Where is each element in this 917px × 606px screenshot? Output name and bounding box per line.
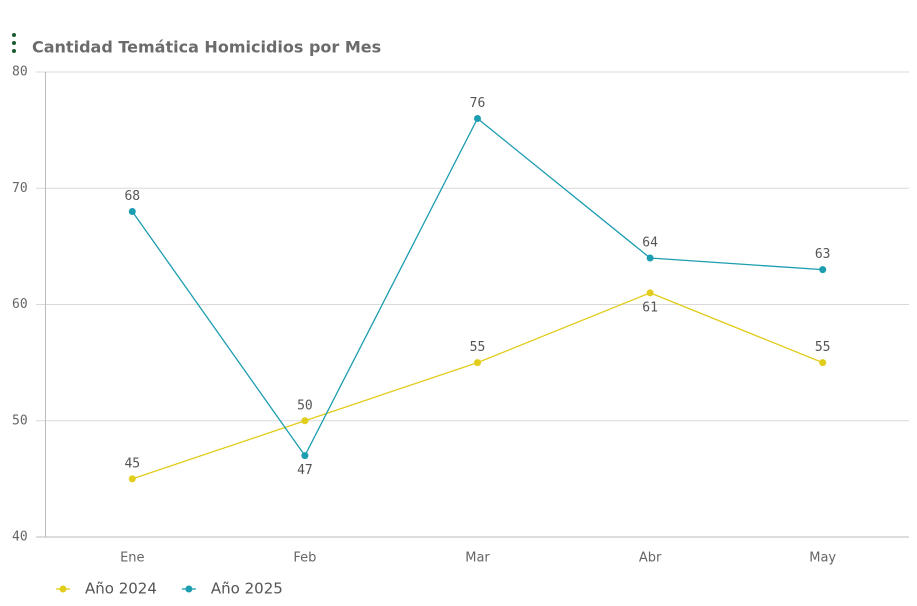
x-tick-label: Abr [639, 551, 662, 566]
y-tick-label: 70 [12, 181, 28, 196]
data-point [474, 115, 481, 122]
data-point [646, 254, 654, 262]
series-line [132, 292, 823, 480]
menu-icon[interactable] [12, 33, 16, 53]
y-tick-label: 60 [12, 297, 28, 312]
data-point [646, 289, 654, 297]
legend-marker[interactable] [59, 585, 67, 593]
data-point [128, 475, 136, 483]
x-tick-label: May [809, 551, 836, 566]
series-line [131, 117, 823, 457]
data-label: 55 [470, 340, 486, 355]
data-label: 61 [642, 300, 658, 315]
x-tick-label: Mar [465, 551, 490, 566]
x-tick-label: Feb [293, 551, 316, 566]
data-point [819, 266, 827, 274]
data-label: 55 [815, 340, 831, 355]
legend-marker[interactable] [185, 585, 193, 593]
y-tick-label: 40 [12, 530, 28, 545]
data-label: 64 [642, 236, 658, 251]
data-point [301, 452, 309, 460]
data-label: 76 [470, 96, 486, 111]
data-point [128, 208, 136, 215]
data-label: 68 [124, 189, 140, 204]
y-tick-label: 80 [12, 65, 28, 80]
legend-label[interactable]: Año 2024 [85, 580, 157, 598]
y-tick-label: 50 [12, 413, 28, 428]
data-label: 45 [124, 456, 140, 471]
data-point [301, 417, 309, 425]
data-label: 50 [297, 398, 313, 413]
data-point [474, 359, 481, 367]
data-label: 63 [815, 247, 831, 262]
x-tick-label: Ene [120, 551, 144, 566]
data-point [819, 359, 827, 367]
data-label: 47 [297, 463, 313, 478]
legend-label[interactable]: Año 2025 [211, 580, 283, 598]
chart-title: Cantidad Temática Homicidios por Mes [32, 38, 381, 57]
